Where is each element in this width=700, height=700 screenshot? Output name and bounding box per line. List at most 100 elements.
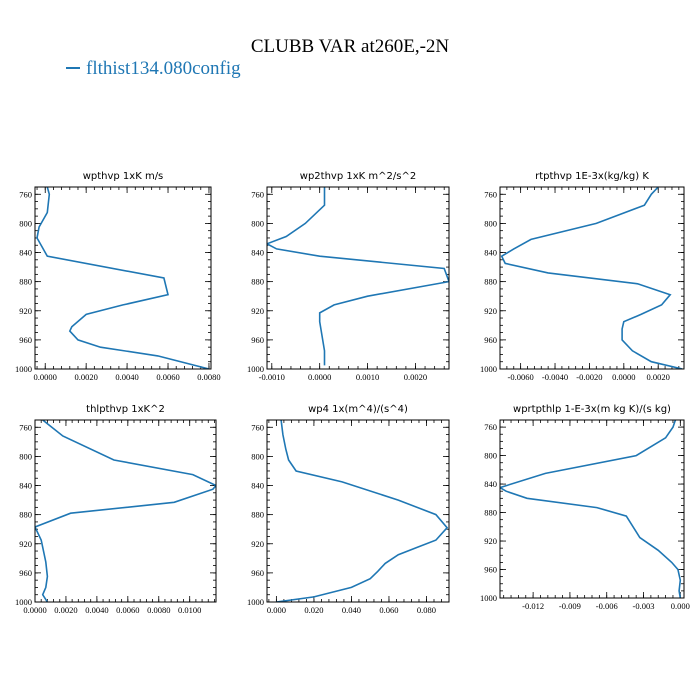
x-tick-label: 0.0020 xyxy=(647,372,670,382)
x-tick-label: 0.040 xyxy=(342,605,361,615)
x-tick-label: 0.000 xyxy=(671,601,690,611)
y-tick-label: 1000 xyxy=(480,364,497,374)
x-tick-label: 0.000 xyxy=(267,605,286,615)
subplot-6: wprtpthlp 1-E-3x(m kg K)/(s kg) 760 800 840… xyxy=(480,404,690,611)
legend: flthist134.080config xyxy=(66,58,241,80)
x-tick-label: 0.0080 xyxy=(147,605,170,615)
x-tick-label: 0.0060 xyxy=(156,372,179,382)
x-tick-label: 0.0020 xyxy=(54,605,77,615)
y-tick-label: 1000 xyxy=(480,593,497,603)
x-tick-label: 0.0010 xyxy=(356,372,379,382)
y-tick-label: 960 xyxy=(19,335,32,345)
subplot-title: rtpthvp 1E-3x(kg/kg) K xyxy=(535,171,649,182)
series-line xyxy=(267,187,449,366)
y-tick-label: 880 xyxy=(251,510,264,520)
series-line xyxy=(35,420,216,602)
series-line xyxy=(500,420,682,598)
y-tick-label: 840 xyxy=(484,479,497,489)
series-line xyxy=(276,420,449,602)
y-tick-label: 960 xyxy=(251,568,264,578)
y-tick-label: 800 xyxy=(484,218,497,228)
x-tick-label: 0.0020 xyxy=(404,372,427,382)
y-tick-label: 760 xyxy=(484,189,497,199)
x-tick-label: 0.080 xyxy=(417,605,436,615)
y-tick-label: 920 xyxy=(19,306,32,316)
y-tick-label: 760 xyxy=(251,422,264,432)
y-tick-label: 960 xyxy=(484,335,497,345)
y-tick-label: 920 xyxy=(251,539,264,549)
x-tick-label: -0.0040 xyxy=(542,372,568,382)
x-tick-label: 0.0000 xyxy=(34,372,57,382)
x-tick-label: 0.0040 xyxy=(115,372,138,382)
series-line xyxy=(36,187,210,369)
plot-frame xyxy=(499,186,685,370)
y-tick-label: 1000 xyxy=(247,597,264,607)
y-tick-label: 880 xyxy=(19,510,32,520)
y-tick-label: 920 xyxy=(484,306,497,316)
subplot-title: wp4 1x(m^4)/(s^4) xyxy=(308,404,408,415)
legend-line-swatch xyxy=(66,66,80,69)
plot-frame xyxy=(34,419,217,603)
x-tick-label: 0.0020 xyxy=(74,372,97,382)
subplot-5: wp4 1x(m^4)/(s^4)76080084088092096010000… xyxy=(247,404,450,615)
x-tick-label: 0.0100 xyxy=(178,605,201,615)
y-tick-label: 840 xyxy=(251,481,264,491)
legend-label: flthist134.080config xyxy=(86,58,241,79)
y-tick-label: 920 xyxy=(19,539,32,549)
y-tick-label: 800 xyxy=(484,451,497,461)
subplot-title: wprtpthlp 1-E-3x(m kg K)/(s kg) xyxy=(513,404,671,415)
y-tick-label: 960 xyxy=(19,568,32,578)
y-tick-label: 840 xyxy=(484,248,497,258)
x-tick-label: -0.0010 xyxy=(259,372,285,382)
x-tick-label: -0.009 xyxy=(559,601,581,611)
subplot-1: wpthvp 1xK m/s76080084088092096010000.00… xyxy=(15,171,221,382)
x-tick-label: 0.0000 xyxy=(612,372,635,382)
y-tick-label: 1000 xyxy=(15,597,32,607)
x-tick-label: -0.0020 xyxy=(576,372,602,382)
y-tick-label: 800 xyxy=(19,218,32,228)
y-tick-label: 880 xyxy=(19,277,32,287)
x-tick-label: -0.012 xyxy=(522,601,544,611)
y-tick-label: 800 xyxy=(19,451,32,461)
y-tick-label: 1000 xyxy=(247,364,264,374)
subplot-title: wpthvp 1xK m/s xyxy=(83,171,164,182)
y-tick-label: 840 xyxy=(19,248,32,258)
y-tick-label: 1000 xyxy=(15,364,32,374)
y-tick-label: 760 xyxy=(484,422,497,432)
x-tick-label: 0.020 xyxy=(304,605,323,615)
subplot-4: thlpthvp 1xK^276080084088092096010000.00… xyxy=(15,404,217,615)
y-tick-label: 800 xyxy=(251,218,264,228)
y-tick-label: 960 xyxy=(251,335,264,345)
x-tick-label: 0.0080 xyxy=(197,372,220,382)
y-tick-label: 960 xyxy=(484,565,497,575)
plot-frame xyxy=(499,419,685,599)
figure-title: CLUBB VAR at260E,-2N xyxy=(250,36,450,57)
subplot-title: thlpthvp 1xK^2 xyxy=(86,404,165,415)
y-tick-label: 840 xyxy=(251,248,264,258)
x-tick-label: 0.0060 xyxy=(116,605,139,615)
y-tick-label: 880 xyxy=(251,277,264,287)
plot-frame xyxy=(266,419,450,603)
y-tick-label: 840 xyxy=(19,481,32,491)
x-tick-label: -0.003 xyxy=(633,601,655,611)
x-tick-label: 0.0000 xyxy=(23,605,46,615)
x-tick-label: -0.0060 xyxy=(508,372,534,382)
plot-frame xyxy=(34,186,212,370)
y-tick-label: 880 xyxy=(484,277,497,287)
plot-frame xyxy=(266,186,450,370)
y-tick-label: 760 xyxy=(19,422,32,432)
y-tick-label: 920 xyxy=(484,536,497,546)
y-tick-label: 800 xyxy=(251,451,264,461)
y-tick-label: 920 xyxy=(251,306,264,316)
subplot-2: wp2thvp 1xK m^2/s^2 760 800 840 880 920 960 100… xyxy=(247,171,450,382)
x-tick-label: 0.060 xyxy=(379,605,398,615)
y-tick-label: 760 xyxy=(19,189,32,199)
series-line xyxy=(500,187,683,369)
x-tick-label: 0.0000 xyxy=(308,372,331,382)
subplot-3: rtpthvp 1E-3x(kg/kg) K 760 800 840 880 920 960… xyxy=(480,171,685,382)
y-tick-label: 880 xyxy=(484,508,497,518)
subplot-title: wp2thvp 1xK m^2/s^2 xyxy=(300,171,416,182)
x-tick-label: 0.0040 xyxy=(85,605,108,615)
y-tick-label: 760 xyxy=(251,189,264,199)
